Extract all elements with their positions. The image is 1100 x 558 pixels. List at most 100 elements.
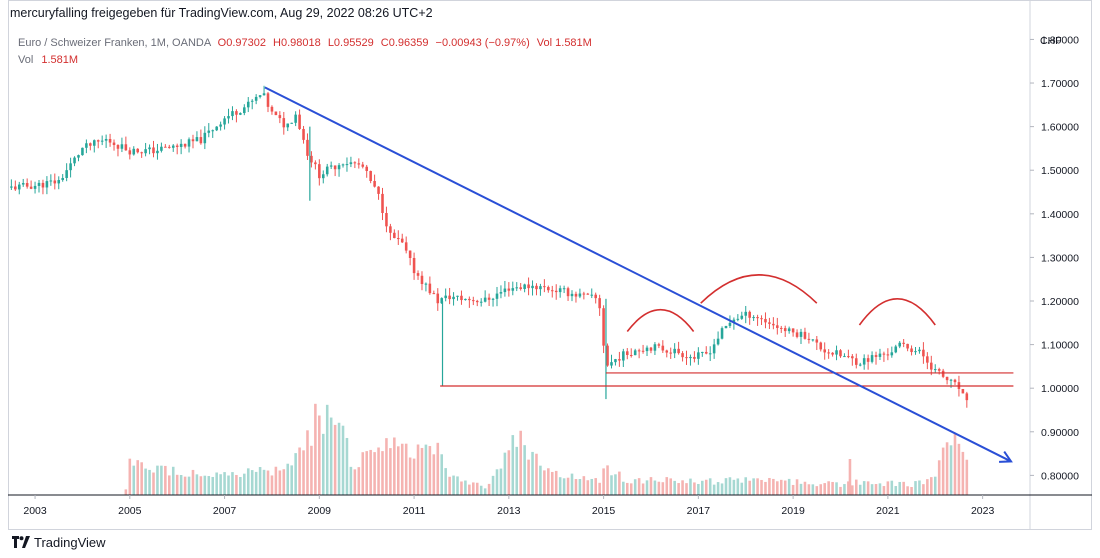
volume-bar bbox=[152, 472, 155, 495]
candle-body bbox=[89, 143, 92, 146]
volume-bar bbox=[598, 482, 601, 495]
x-tick-label: 2017 bbox=[687, 505, 711, 517]
candle-body bbox=[926, 356, 929, 363]
volume-bar bbox=[677, 483, 680, 495]
legend-vol-inline: Vol 1.581M bbox=[537, 37, 592, 49]
candle-body bbox=[574, 293, 578, 297]
candle-body bbox=[787, 328, 791, 332]
volume-bar bbox=[515, 446, 519, 495]
candle-body bbox=[539, 286, 542, 290]
candle-body bbox=[274, 111, 278, 116]
volume-bar bbox=[776, 481, 779, 495]
volume-bar bbox=[239, 476, 242, 495]
volume-bar bbox=[211, 476, 215, 495]
candle-body bbox=[886, 354, 890, 356]
candle-body bbox=[547, 287, 550, 291]
y-tick-label: 1.60000 bbox=[1041, 122, 1079, 134]
volume-bar bbox=[187, 476, 191, 495]
volume-bar bbox=[791, 484, 795, 495]
candle-body bbox=[689, 356, 692, 359]
volume-bar bbox=[353, 469, 357, 495]
volume-bar bbox=[321, 433, 325, 495]
candle-body bbox=[373, 180, 376, 187]
volume-bar bbox=[898, 481, 901, 495]
volume-bar bbox=[831, 481, 834, 495]
candle-body bbox=[187, 139, 191, 147]
volume-bar bbox=[491, 475, 495, 495]
candle-body bbox=[748, 311, 751, 318]
candle-body bbox=[250, 100, 254, 102]
candle-body bbox=[45, 181, 49, 188]
candle-body bbox=[479, 301, 483, 303]
volume-bar bbox=[507, 450, 511, 495]
candle-body bbox=[487, 297, 491, 300]
volume-bar bbox=[203, 475, 207, 495]
candle-body bbox=[610, 362, 613, 366]
volume-bar bbox=[926, 479, 929, 495]
candle-body bbox=[302, 128, 305, 140]
volume-bar bbox=[333, 424, 337, 495]
candle-body bbox=[231, 111, 234, 117]
volume-bar bbox=[310, 445, 313, 495]
candle-body bbox=[933, 369, 937, 371]
volume-bar bbox=[397, 446, 400, 495]
volume-bar bbox=[440, 454, 444, 495]
volume-bar bbox=[416, 444, 420, 495]
candle-body bbox=[14, 186, 17, 190]
x-tick-label: 2019 bbox=[781, 505, 805, 517]
candle-body bbox=[661, 345, 665, 351]
candle-body bbox=[704, 351, 708, 354]
volume-bar bbox=[318, 415, 321, 495]
candle-body bbox=[148, 147, 151, 150]
candle-body bbox=[468, 298, 471, 301]
volume-bar bbox=[377, 447, 380, 495]
volume-bar bbox=[558, 477, 562, 495]
volume-bar bbox=[744, 477, 748, 495]
candle-body bbox=[882, 353, 886, 355]
candle-body bbox=[614, 359, 617, 363]
volume-bar bbox=[807, 484, 811, 495]
footer[interactable]: TradingView bbox=[12, 532, 106, 552]
volume-bar bbox=[547, 468, 550, 495]
candle-body bbox=[318, 164, 321, 179]
volume-bar bbox=[183, 476, 187, 495]
candle-body bbox=[811, 339, 815, 341]
volume-bar bbox=[448, 476, 451, 495]
candle-body bbox=[246, 101, 250, 108]
volume-bar bbox=[610, 475, 613, 495]
candle-body bbox=[768, 322, 771, 324]
candle-body bbox=[400, 238, 404, 243]
candle-body bbox=[416, 273, 420, 276]
volume-bar bbox=[215, 472, 218, 495]
volume-bar bbox=[574, 479, 578, 495]
volume-bar bbox=[270, 475, 274, 495]
legend-open: O0.97302 bbox=[218, 37, 266, 49]
volume-bar bbox=[436, 442, 440, 495]
candle-body bbox=[424, 283, 428, 285]
volume-bar bbox=[369, 449, 372, 495]
candle-body bbox=[657, 344, 661, 346]
volume-bar bbox=[294, 453, 297, 495]
candle-body bbox=[412, 257, 416, 274]
candle-body bbox=[693, 356, 696, 359]
candle-body bbox=[783, 328, 787, 332]
candle-body bbox=[582, 293, 586, 295]
candle-body bbox=[827, 352, 830, 354]
volume-bar bbox=[195, 474, 199, 495]
volume-bar bbox=[400, 443, 404, 495]
volume-bar bbox=[262, 469, 266, 495]
volume-bars bbox=[124, 403, 969, 495]
x-tick-label: 2009 bbox=[308, 505, 332, 517]
volume-bar bbox=[136, 460, 139, 495]
candle-body bbox=[357, 163, 361, 165]
volume-bar bbox=[357, 467, 361, 495]
candle-body bbox=[436, 293, 440, 304]
volume-bar bbox=[704, 479, 708, 495]
volume-bar bbox=[381, 451, 384, 495]
candle-body bbox=[195, 137, 199, 142]
candle-body bbox=[515, 287, 519, 289]
volume-bar bbox=[941, 447, 945, 495]
candle-body bbox=[96, 140, 100, 142]
candle-body bbox=[847, 356, 850, 358]
